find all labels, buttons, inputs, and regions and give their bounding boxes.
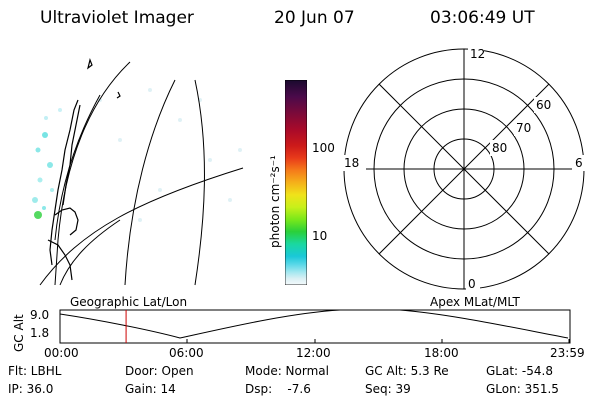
xtick-1800: 18:00 (424, 346, 459, 360)
colorbar-unit-label: photon cm⁻²s⁻¹ (268, 155, 282, 248)
xtick-0000: 00:00 (44, 346, 79, 360)
info-glon: GLon: 351.5 (486, 382, 559, 396)
timeline-right-label: Apex MLat/MLT (430, 295, 520, 309)
info-ip: IP: 36.0 (8, 382, 54, 396)
instrument-title: Ultraviolet Imager (40, 8, 194, 28)
xtick-1200: 12:00 (296, 346, 331, 360)
time-label: 03:06:49 UT (430, 8, 535, 28)
timeline-ytick-top: 9.0 (30, 308, 50, 322)
info-gain: Gain: 14 (125, 382, 176, 396)
xtick-0600: 06:00 (169, 346, 204, 360)
mlt-label-12: 12 (470, 47, 485, 61)
mlt-label-6: 6 (575, 156, 583, 170)
colorbar-tick-100: 100 (312, 141, 335, 155)
lat-label-70: 70 (516, 121, 531, 135)
altitude-curve (59, 309, 569, 339)
date-label: 20 Jun 07 (274, 8, 355, 28)
timeline-x-ticks (59, 339, 570, 343)
polar-diagonal-2 (378, 83, 550, 255)
mlt-label-0: 0 (468, 277, 476, 291)
lat-label-60: 60 (536, 98, 551, 112)
polar-mlt-plot: 12 18 6 0 60 70 80 (342, 45, 586, 291)
coastline-outlines (47, 58, 121, 281)
uv-image-panel (32, 58, 244, 286)
lat-label-80: 80 (492, 141, 507, 155)
timeline-left-label: Geographic Lat/Lon (70, 295, 188, 309)
xtick-2359: 23:59 (550, 346, 585, 360)
info-glat: GLat: -54.8 (486, 364, 553, 378)
info-seq: Seq: 39 (365, 382, 411, 396)
info-gc-alt: GC Alt: 5.3 Re (365, 364, 449, 378)
timeline-ytick-bottom: 1.8 (30, 326, 50, 340)
info-door: Door: Open (125, 364, 194, 378)
info-mode: Mode: Normal (245, 364, 329, 378)
timeline-plot (59, 309, 571, 344)
info-flt: Flt: LBHL (8, 364, 62, 378)
mlt-label-18: 18 (344, 156, 359, 170)
colorbar-tick-10: 10 (312, 229, 328, 243)
map-grid-lines (39, 61, 244, 286)
colorbar (285, 80, 307, 285)
info-dsp: Dsp: -7.6 (245, 382, 311, 396)
timeline-frame (59, 309, 571, 344)
